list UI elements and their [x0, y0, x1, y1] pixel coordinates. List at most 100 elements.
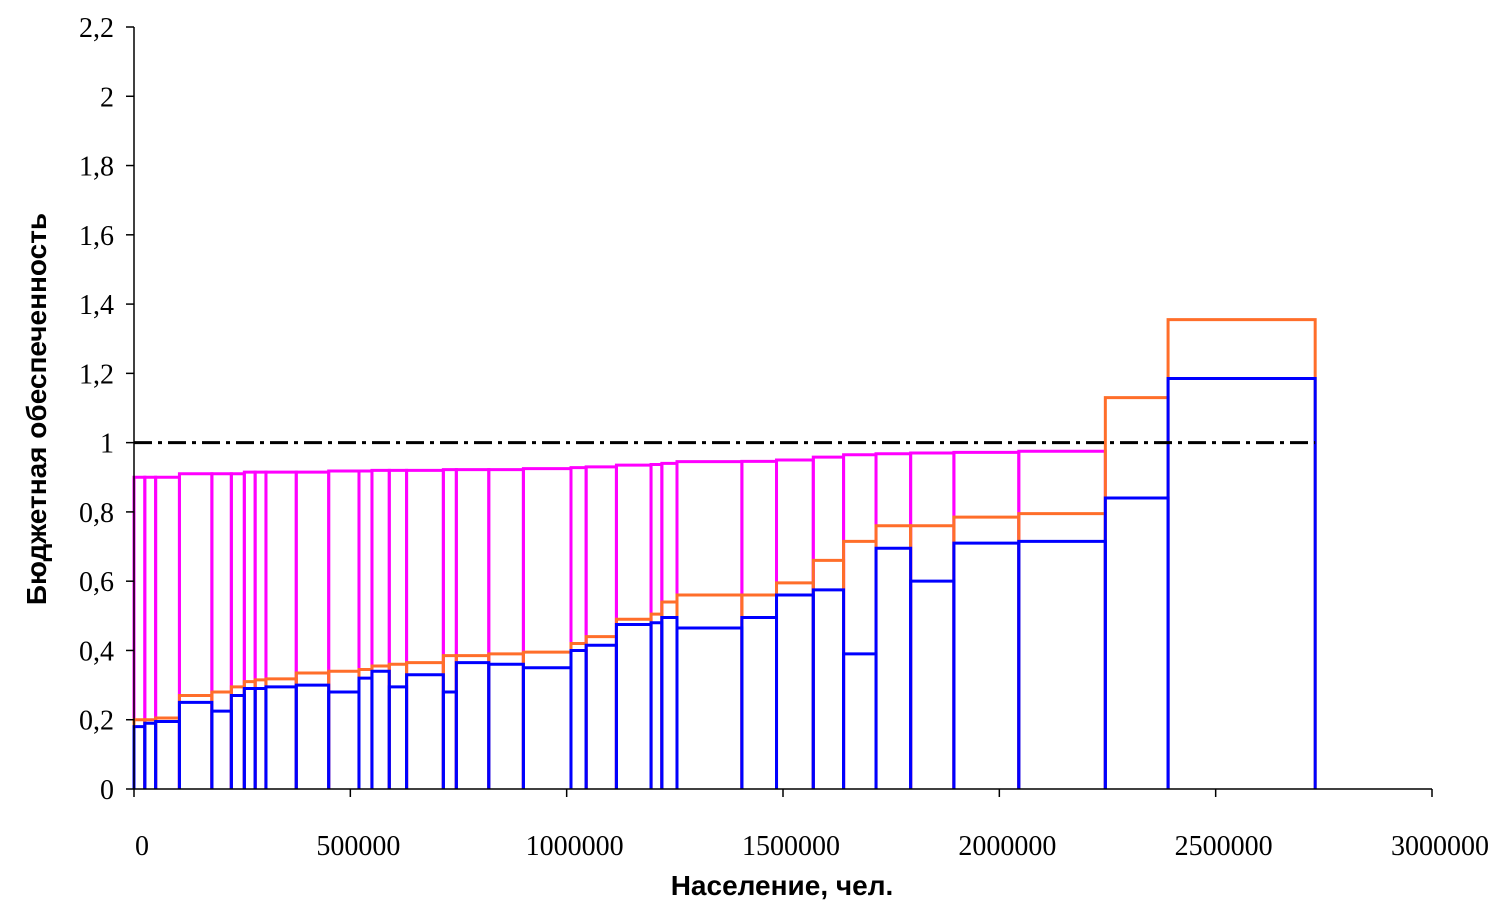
series-1-bar	[387, 662, 409, 789]
series-2-bar	[521, 666, 573, 789]
series-0-bar	[132, 475, 147, 789]
x-tick-label: 500000	[316, 831, 400, 862]
y-axis-title: Бюджетная обеспеченность	[21, 213, 52, 605]
series-1-bar	[454, 654, 491, 789]
series-0-bar	[487, 468, 525, 789]
x-tick-label: 3000000	[1391, 831, 1489, 862]
y-tick-label: 1,8	[79, 152, 114, 183]
x-axis-title: Население, чел.	[671, 870, 894, 901]
series-1-bar	[569, 642, 588, 789]
y-tick-label: 1,4	[79, 290, 114, 321]
series-2-bar	[441, 690, 458, 789]
series-1-bar	[584, 635, 618, 789]
series-0-bar	[775, 458, 815, 789]
series-1-bar	[649, 612, 664, 789]
y-tick-label: 2,2	[79, 13, 114, 44]
series-2-bar	[1166, 377, 1317, 789]
series-1-bar	[775, 581, 815, 789]
series-0-bar	[143, 475, 158, 789]
series-0-bar	[229, 472, 246, 789]
series-2-bar	[253, 687, 268, 789]
series-2-bar	[264, 685, 298, 789]
y-tick-label: 0,2	[79, 706, 114, 737]
series-1-bar	[177, 693, 214, 789]
series-0-bar	[264, 470, 298, 789]
series-1	[132, 318, 1317, 789]
series-2-bar	[370, 669, 391, 789]
series-0-bar	[874, 452, 913, 789]
series-0-bar	[370, 468, 391, 789]
series-0-bar	[521, 467, 573, 789]
series-1-bar	[521, 650, 573, 789]
y-tick-label: 2	[100, 82, 114, 113]
series-1-bar	[229, 685, 246, 789]
series-1-bar	[253, 678, 268, 789]
series-2-bar	[842, 652, 878, 789]
series-2-bar	[132, 725, 147, 789]
series-2-bar	[210, 709, 233, 789]
series-0-bar	[387, 468, 409, 789]
series-1-bar	[1166, 318, 1317, 789]
series-0-bar	[294, 470, 331, 789]
series-2-bar	[675, 626, 744, 789]
y-tick-label: 0,6	[79, 567, 114, 598]
x-tick-label: 2000000	[958, 831, 1056, 862]
series-2-bar	[584, 643, 618, 789]
x-tick-labels: 0 500000 1000000 1500000 2000000 2500000 30000…	[135, 831, 1489, 862]
y-tick-label: 0	[100, 775, 114, 806]
series-0-bar	[584, 465, 618, 789]
series-1-bar	[1017, 512, 1107, 789]
series-0-bar	[405, 468, 445, 789]
series-2-bar	[1017, 539, 1107, 789]
series-2-bar	[874, 546, 913, 789]
y-tick-label: 0,4	[79, 636, 114, 667]
series-1-bar	[370, 664, 391, 789]
series-layer	[132, 318, 1317, 789]
y-tick-label: 1	[100, 429, 114, 460]
series-0-bar	[909, 451, 956, 789]
series-0-bar	[253, 470, 268, 789]
series-2-bar	[242, 687, 257, 789]
series-0-bar	[327, 469, 361, 789]
series-2-bar	[229, 693, 246, 789]
series-2-bar	[487, 662, 525, 789]
series-0-bar	[569, 466, 588, 789]
series-0-bar	[1017, 449, 1107, 789]
series-2-bar	[811, 588, 846, 789]
series-2-bar	[775, 593, 815, 789]
series-1-bar	[952, 515, 1021, 789]
y-tick-labels: 0 0,2 0,4 0,6 0,8 1 1,2 1,4 1,6 1,8 2 2,2	[79, 13, 114, 806]
series-0-bar	[177, 472, 214, 789]
x-tick-label: 1000000	[526, 831, 624, 862]
series-2	[132, 377, 1317, 789]
series-1-bar	[405, 661, 445, 789]
series-1-bar	[740, 593, 779, 789]
series-1-bar	[327, 669, 361, 789]
series-0-bar	[454, 468, 491, 789]
series-2-bar	[952, 541, 1021, 789]
series-1-bar	[660, 600, 679, 789]
series-1-bar	[154, 716, 181, 789]
series-1-bar	[242, 680, 257, 789]
x-tick-label: 0	[135, 831, 149, 862]
series-0-bar	[614, 463, 653, 789]
series-2-bar	[649, 621, 664, 789]
series-0-bar	[675, 460, 744, 789]
series-1-bar	[675, 593, 744, 789]
series-2-bar	[143, 721, 158, 789]
series-0-bar	[210, 472, 233, 789]
series-2-bar	[327, 690, 361, 789]
y-tick-label: 1,2	[79, 359, 114, 390]
series-1-bar	[357, 668, 374, 789]
series-0-bar	[842, 453, 878, 789]
series-2-bar	[357, 676, 374, 789]
series-1-bar	[909, 524, 956, 789]
series-0-bar	[357, 469, 374, 789]
series-0-bar	[660, 461, 679, 789]
series-1-bar	[294, 671, 331, 789]
series-0-bar	[441, 468, 458, 789]
axes-layer	[126, 26, 1433, 797]
series-1-bar	[811, 558, 846, 789]
series-2-bar	[294, 683, 331, 789]
